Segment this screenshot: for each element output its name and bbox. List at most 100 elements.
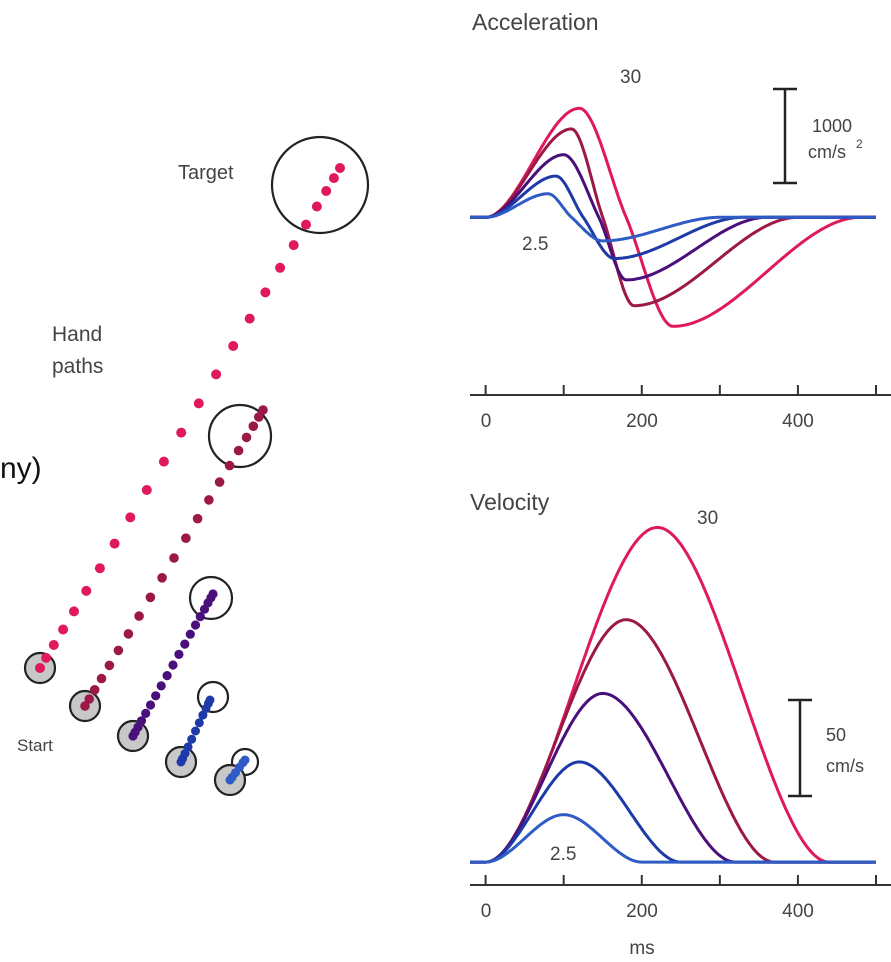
velocity-chart: Velocity 0 200 400 ms 30 2.5 50 cm/s: [470, 489, 891, 959]
hand-path-dot: [248, 421, 259, 432]
hand-path-dot: [301, 219, 311, 230]
hand-path-dot: [41, 652, 52, 663]
hand-path-dot: [191, 726, 200, 736]
acceleration-tick-200: 200: [626, 411, 658, 432]
hand-path-dot: [151, 691, 161, 701]
hand-path-dot: [335, 163, 345, 173]
hand-path-dot: [183, 742, 193, 752]
hand-path-dot: [275, 262, 286, 273]
hand-path-dot: [240, 755, 250, 765]
velocity-tick-400: 400: [782, 901, 814, 922]
hand-path-dot: [141, 708, 151, 719]
hand-path-dot: [233, 445, 244, 456]
hand-paths-panel: ny) Target Hand paths Start: [0, 135, 370, 797]
target-circle-10: [188, 575, 234, 621]
hand-path-dot: [174, 649, 184, 660]
target-circle-20: [207, 403, 273, 469]
hand-path-dot: [84, 694, 94, 704]
hand-path-dot: [185, 629, 195, 639]
hand-path-dot: [190, 620, 201, 630]
acceleration-scale-value: 1000: [812, 116, 852, 136]
series-line-5: [470, 192, 876, 243]
hand-path-dot: [48, 640, 59, 650]
velocity-tick-0: 0: [481, 901, 492, 922]
hand-path-dot: [193, 398, 204, 409]
hand-path-dot: [96, 673, 107, 684]
hand-path-dot: [180, 639, 190, 649]
acceleration-label-30: 30: [620, 67, 641, 88]
hand-path-dot: [35, 663, 45, 673]
hand-path-dot: [136, 716, 147, 726]
hand-path-dot: [224, 460, 235, 471]
acceleration-chart: Acceleration 0 200 400 30 2.5 1000 cm/s …: [470, 9, 891, 432]
acceleration-curves: [470, 106, 876, 328]
hand-path-dot: [253, 412, 264, 422]
hand-path-dots: [35, 163, 345, 785]
hand-path-dot: [205, 695, 215, 705]
hand-paths-label-line2: paths: [52, 355, 103, 378]
target-circle-30: [270, 135, 370, 235]
velocity-x-ticks: [484, 875, 877, 885]
series-line-1: [470, 106, 876, 328]
hand-path-dot: [141, 485, 152, 495]
hand-path-dot: [145, 592, 156, 603]
acceleration-scale-unit: cm/s: [808, 142, 846, 162]
acceleration-x-ticks: [484, 385, 877, 395]
hand-path-dot: [192, 513, 203, 524]
velocity-label-2-5: 2.5: [550, 844, 576, 865]
hand-path-dot: [187, 734, 197, 744]
hand-path-dot: [321, 186, 332, 196]
hand-path-dot: [156, 681, 166, 691]
series-line-2: [470, 618, 876, 864]
velocity-label-30: 30: [697, 508, 718, 529]
hand-path-dot: [157, 573, 167, 583]
velocity-scale-unit: cm/s: [826, 756, 864, 776]
velocity-title: Velocity: [470, 489, 550, 515]
hand-paths-label-line1: Hand: [52, 323, 102, 346]
hand-path-dot: [204, 495, 214, 505]
hand-path-dot: [104, 660, 115, 671]
hand-path-dot: [81, 585, 92, 596]
hand-path-dot: [194, 718, 204, 728]
acceleration-tick-0: 0: [481, 411, 492, 432]
hand-path-dot: [211, 369, 222, 380]
hand-path-dot: [145, 700, 156, 710]
series-line-5: [470, 813, 876, 864]
velocity-scale-bar: [788, 698, 812, 798]
acceleration-tick-400: 400: [782, 411, 814, 432]
hand-path-dot: [69, 606, 79, 617]
hand-path-dot: [176, 427, 187, 438]
hand-path-dot: [89, 685, 100, 695]
hand-path-dot: [311, 201, 322, 212]
velocity-curves: [470, 525, 876, 864]
target-circle-5: [196, 680, 230, 714]
hand-path-dot: [169, 553, 179, 563]
cropped-text: ny): [0, 452, 42, 485]
hand-path-dot: [168, 660, 178, 670]
velocity-tick-200: 200: [626, 901, 658, 922]
hand-path-dot: [134, 611, 144, 621]
hand-path-dot: [241, 432, 252, 443]
hand-path-dot: [158, 456, 169, 467]
hand-path-dot: [109, 538, 120, 549]
series-line-3: [470, 691, 876, 864]
velocity-x-label: ms: [629, 938, 654, 959]
acceleration-label-2-5: 2.5: [522, 234, 548, 255]
hand-path-dot: [181, 533, 191, 543]
hand-path-dot: [162, 671, 172, 681]
start-label: Start: [17, 736, 53, 755]
hand-path-dot: [208, 589, 218, 599]
velocity-scale-value: 50: [826, 725, 846, 745]
hand-path-dot: [328, 173, 339, 184]
hand-path-dot: [258, 405, 268, 415]
hand-path-dot: [123, 629, 134, 639]
hand-path-dot: [214, 477, 225, 487]
hand-path-dot: [94, 563, 105, 574]
hand-path-dot: [228, 341, 239, 351]
hand-path-dot: [125, 512, 136, 523]
hand-path-dot: [113, 645, 124, 656]
hand-path-dot: [288, 240, 299, 251]
hand-path-dot: [58, 624, 69, 635]
target-label: Target: [178, 162, 234, 184]
